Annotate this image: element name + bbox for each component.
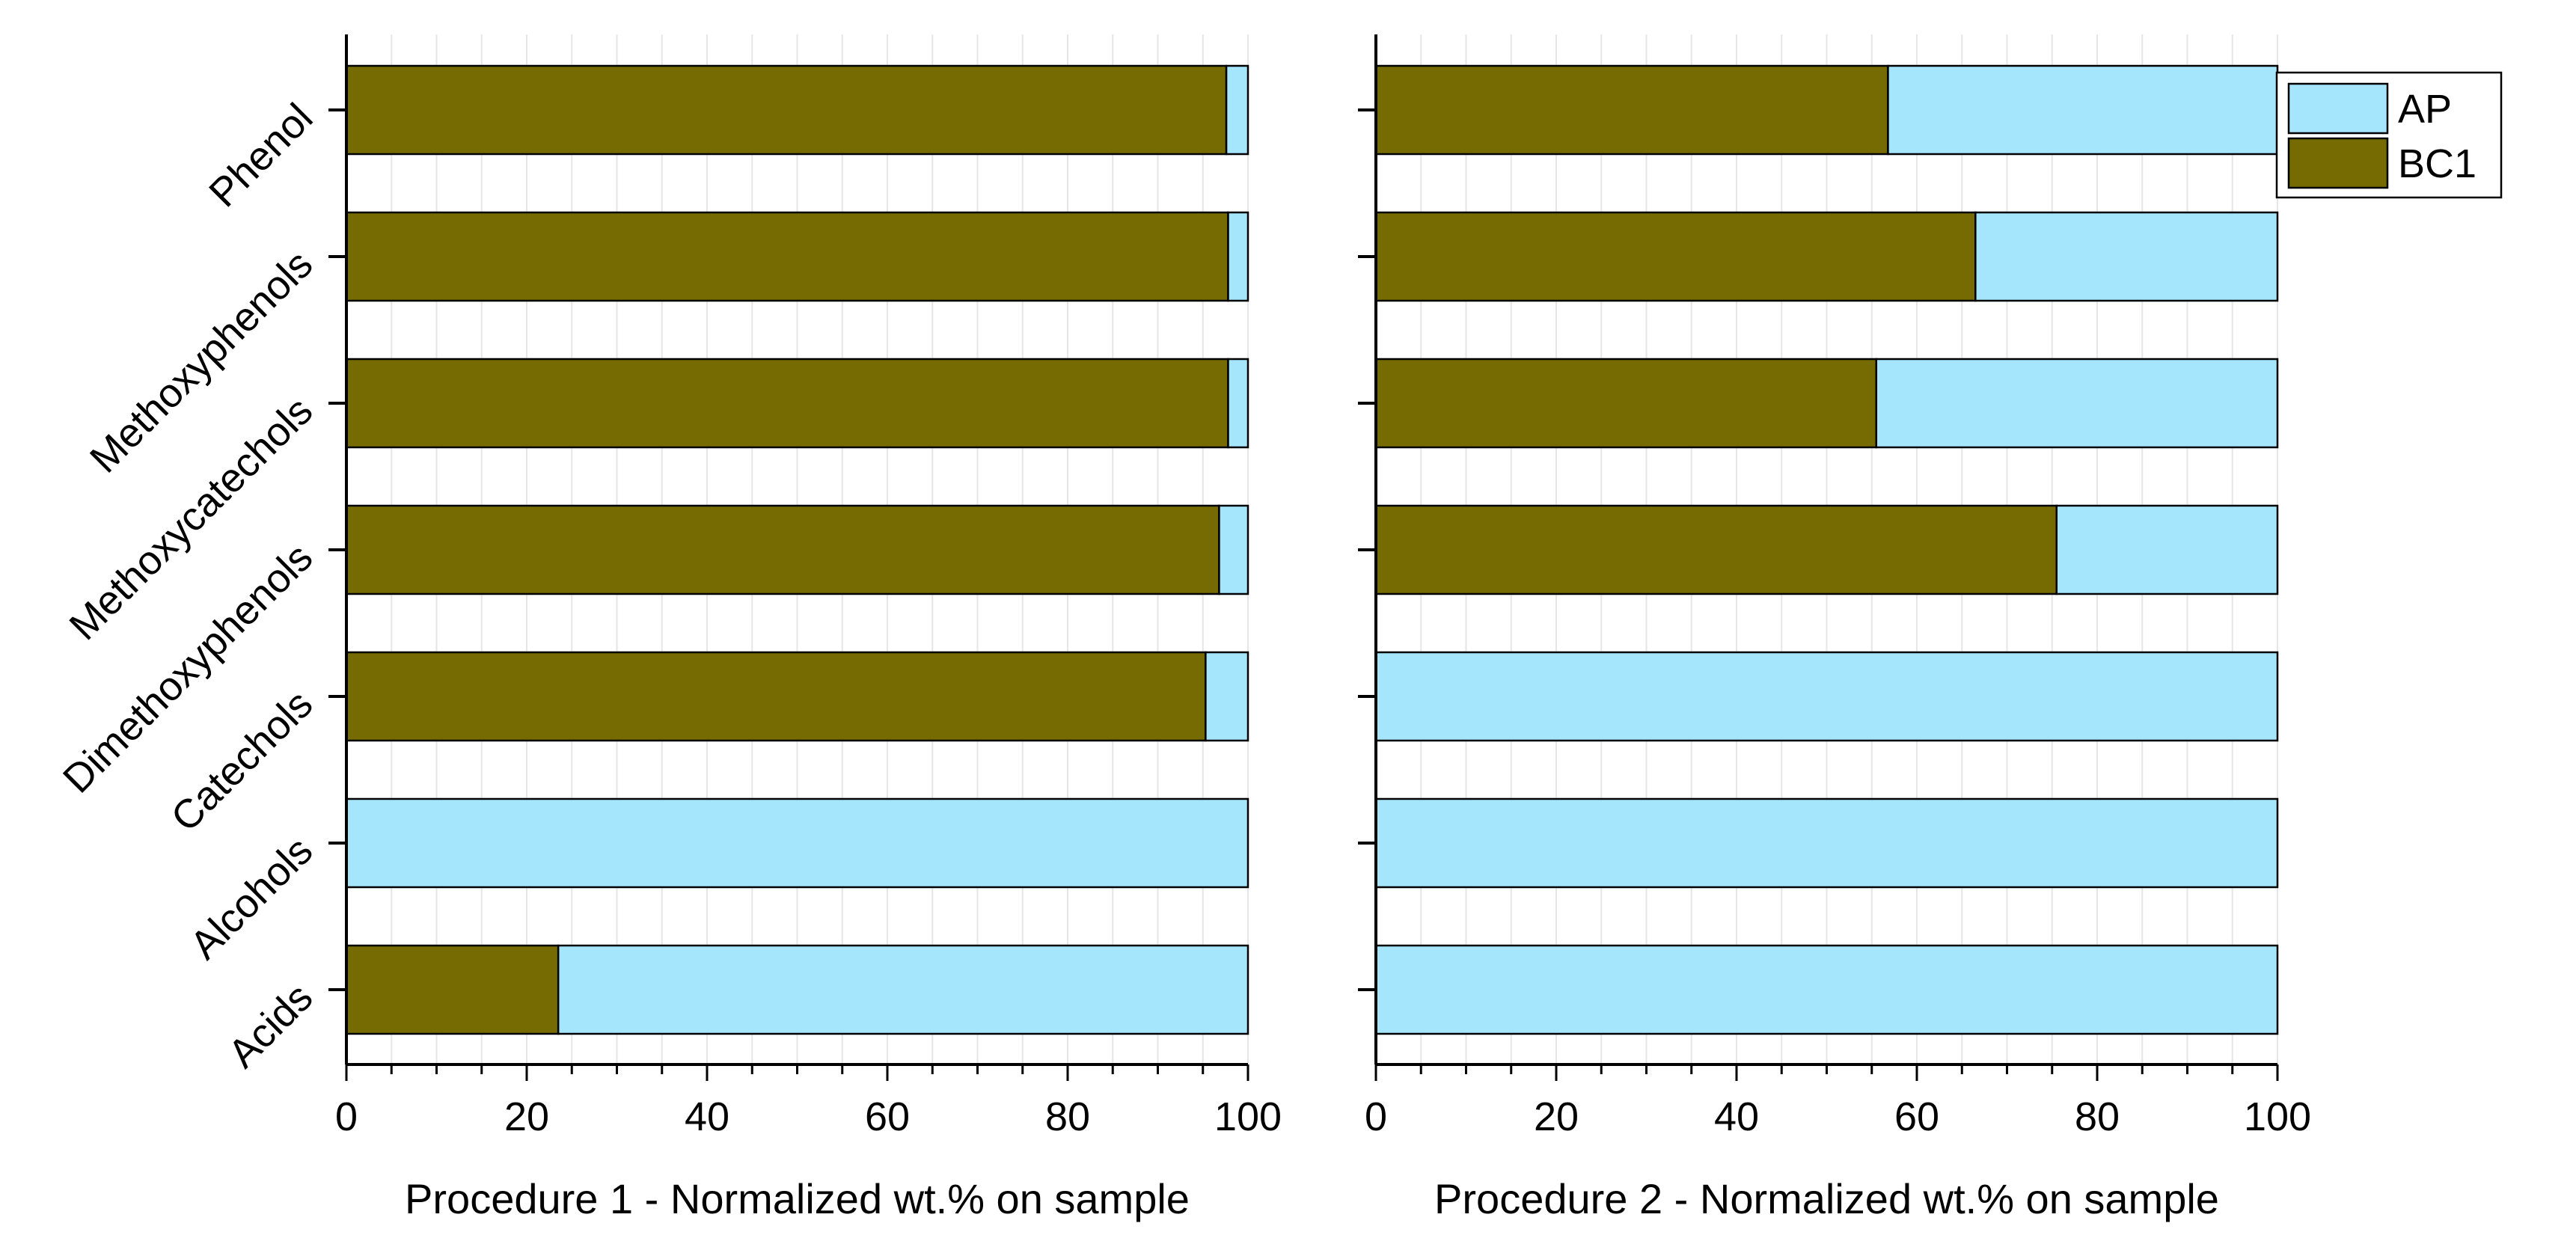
bar-ap-dimethoxyphenols	[1218, 504, 1249, 595]
bar-bc1-methoxycatechols	[1374, 358, 1878, 449]
x-tick-label: 0	[335, 1094, 358, 1139]
bar-ap-phenol	[1887, 64, 2279, 156]
x-tick-label: 20	[504, 1094, 549, 1139]
bar-ap-methoxycatechols	[1227, 358, 1249, 449]
bar-ap-alcohols	[1374, 797, 2279, 889]
bar-bc1-methoxyphenols	[1374, 211, 1977, 302]
legend-swatch-ap	[2287, 82, 2389, 135]
bar-ap-methoxyphenols	[1974, 211, 2279, 302]
x-tick-label: 60	[1894, 1094, 1939, 1139]
x-tick-label: 100	[1214, 1094, 1282, 1139]
x-axis-title: Procedure 2 - Normalized wt.% on sample	[1434, 1175, 2219, 1222]
bar-ap-methoxyphenols	[1227, 211, 1249, 302]
bar-bc1-methoxyphenols	[345, 211, 1229, 302]
category-label-acids: Acids	[220, 975, 322, 1076]
legend-label-ap: AP	[2398, 87, 2452, 132]
bar-ap-methoxycatechols	[1875, 358, 2279, 449]
x-tick-label: 80	[1045, 1094, 1090, 1139]
bar-bc1-phenol	[345, 64, 1228, 156]
legend-swatch-bc1	[2287, 137, 2389, 189]
bar-bc1-acids	[345, 944, 560, 1035]
x-tick-label: 60	[865, 1094, 910, 1139]
chart-panel-procedure-2: 0 20 40 60 80 100 Procedure 2 - Normalized wt.…	[1358, 34, 2311, 1222]
category-label-alcohols: Alcohols	[182, 828, 322, 968]
bar-ap-acids	[1374, 944, 2279, 1035]
category-label-dimethoxyphenols: Dimethoxyphenols	[55, 535, 322, 802]
bar-ap-phenol	[1225, 64, 1249, 156]
x-tick-label: 20	[1534, 1094, 1579, 1139]
legend-label-bc1: BC1	[2398, 141, 2476, 186]
category-label-phenol: Phenol	[201, 95, 321, 215]
category-label-catechols: Catechols	[162, 681, 321, 840]
legend: AP BC1	[2275, 71, 2503, 199]
bar-bc1-phenol	[1374, 64, 1889, 156]
bar-ap-dimethoxyphenols	[2055, 504, 2279, 595]
x-tick-label: 40	[685, 1094, 729, 1139]
bar-ap-acids	[557, 944, 1249, 1035]
bar-ap-catechols	[1374, 651, 2279, 742]
chart-panel-procedure-1: AcidsAlcoholsCatecholsDimethoxyphenolsMe…	[55, 34, 1282, 1222]
bar-bc1-dimethoxyphenols	[345, 504, 1220, 595]
bar-ap-catechols	[1205, 651, 1249, 742]
category-label-methoxycatechols: Methoxycatechols	[61, 388, 321, 649]
x-tick-label: 100	[2244, 1094, 2311, 1139]
x-tick-label: 40	[1714, 1094, 1759, 1139]
x-axis-title: Procedure 1 - Normalized wt.% on sample	[405, 1175, 1190, 1222]
x-tick-label: 80	[2075, 1094, 2120, 1139]
bar-ap-alcohols	[345, 797, 1249, 889]
x-tick-label: 0	[1365, 1094, 1387, 1139]
bar-bc1-methoxycatechols	[345, 358, 1229, 449]
bar-bc1-catechols	[345, 651, 1207, 742]
bar-bc1-dimethoxyphenols	[1374, 504, 2058, 595]
